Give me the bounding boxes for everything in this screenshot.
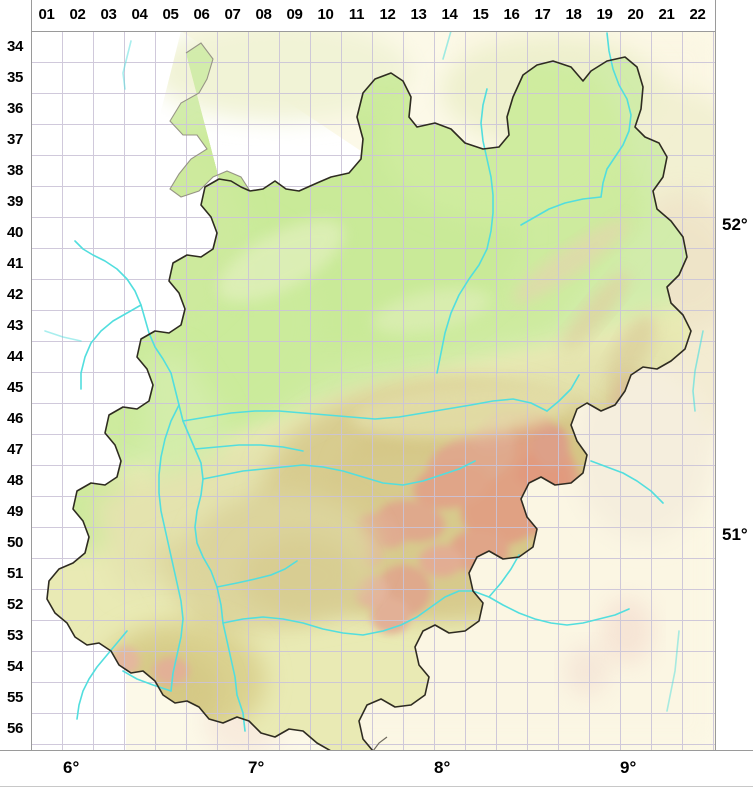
column-number-07: 07 [224, 6, 241, 23]
river-rur-tributary [122, 670, 172, 692]
river-ruhr [202, 460, 476, 486]
column-number-17: 17 [534, 6, 551, 23]
frame-right [715, 0, 716, 750]
river-ems [436, 88, 494, 374]
frame-bottom [0, 750, 753, 751]
row-number-43: 43 [6, 317, 24, 334]
longitude-label-9deg: 9° [620, 758, 637, 777]
coordinate-grid [31, 31, 715, 750]
river-alme [546, 374, 580, 412]
river-south-outside [666, 630, 680, 712]
column-number-20: 20 [627, 6, 644, 23]
state-border-nrw-west [46, 178, 331, 750]
row-number-54: 54 [6, 658, 24, 675]
row-number-45: 45 [6, 379, 24, 396]
column-number-01: 01 [38, 6, 55, 23]
column-number-13: 13 [410, 6, 427, 23]
column-number-09: 09 [286, 6, 303, 23]
river-emscher [194, 444, 304, 452]
row-number-34: 34 [6, 38, 24, 55]
frame-left [31, 0, 32, 750]
row-number-51: 51 [6, 565, 24, 582]
row-number-35: 35 [6, 69, 24, 86]
column-number-16: 16 [503, 6, 520, 23]
river-wupper [216, 560, 298, 588]
latitude-label-52deg: 52° [722, 215, 748, 234]
river-werre [520, 196, 602, 226]
district-borders [169, 42, 251, 198]
row-number-52: 52 [6, 596, 24, 613]
row-number-41: 41 [6, 255, 24, 272]
row-number-44: 44 [6, 348, 24, 365]
row-number-37: 37 [6, 131, 24, 148]
row-number-48: 48 [6, 472, 24, 489]
column-number-11: 11 [348, 6, 365, 23]
row-number-49: 49 [6, 503, 24, 520]
river-w-outside [44, 330, 82, 342]
row-header-strip [0, 0, 31, 787]
column-header-strip [0, 0, 753, 31]
row-number-46: 46 [6, 410, 24, 427]
column-number-06: 06 [193, 6, 210, 23]
state-border-nrw [249, 56, 692, 750]
river-diemel [590, 460, 664, 504]
row-number-38: 38 [6, 162, 24, 179]
latitude-label-51deg: 51° [722, 525, 748, 544]
column-number-15: 15 [472, 6, 489, 23]
river-lippe [182, 398, 548, 422]
frame-top [31, 31, 715, 32]
longitude-strip [0, 750, 753, 787]
map-viewport[interactable] [31, 31, 715, 750]
river-nw-outside [122, 40, 132, 90]
latitude-strip [715, 0, 753, 787]
river-north-outside [442, 31, 452, 60]
column-number-04: 04 [131, 6, 148, 23]
river-niers [80, 304, 142, 390]
column-number-18: 18 [565, 6, 582, 23]
state-border-continuation [373, 736, 388, 750]
topographic-map[interactable] [31, 31, 715, 750]
row-number-50: 50 [6, 534, 24, 551]
row-number-40: 40 [6, 224, 24, 241]
river-rur [76, 630, 128, 720]
row-number-39: 39 [6, 193, 24, 210]
row-number-53: 53 [6, 627, 24, 644]
river-east-outside [692, 330, 704, 412]
column-number-12: 12 [379, 6, 396, 23]
river-network [44, 31, 704, 732]
river-sieg [222, 590, 630, 636]
longitude-label-7deg: 7° [248, 758, 265, 777]
column-number-22: 22 [689, 6, 706, 23]
river-eder [488, 554, 520, 598]
column-number-03: 03 [100, 6, 117, 23]
river-erft [158, 404, 184, 692]
column-number-08: 08 [255, 6, 272, 23]
column-number-02: 02 [69, 6, 86, 23]
longitude-label-6deg: 6° [63, 758, 80, 777]
column-number-05: 05 [162, 6, 179, 23]
column-number-21: 21 [658, 6, 675, 23]
column-number-14: 14 [441, 6, 458, 23]
column-number-10: 10 [317, 6, 334, 23]
row-number-47: 47 [6, 441, 24, 458]
row-number-56: 56 [6, 720, 24, 737]
longitude-label-8deg: 8° [434, 758, 451, 777]
column-number-19: 19 [596, 6, 613, 23]
row-number-55: 55 [6, 689, 24, 706]
row-number-36: 36 [6, 100, 24, 117]
row-number-42: 42 [6, 286, 24, 303]
river-weser [600, 32, 632, 198]
